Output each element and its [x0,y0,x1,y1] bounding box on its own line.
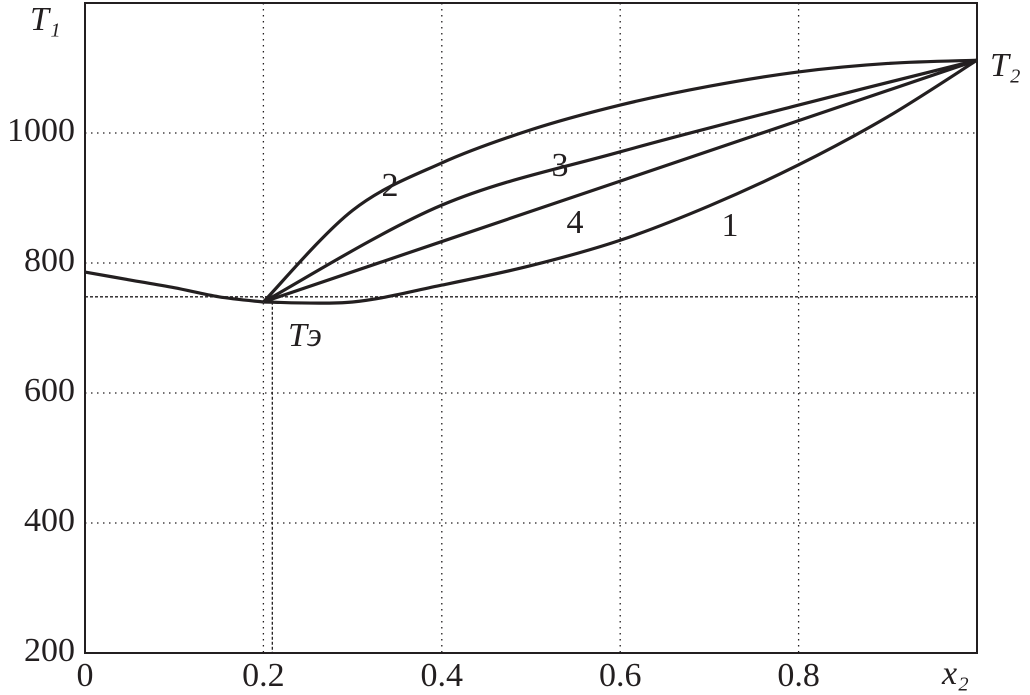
annotation: Tэ [288,317,322,354]
series-label: 2 [382,167,399,204]
line-series [263,58,978,305]
x-axis-label: x₂ [941,655,969,692]
plot-frame [84,2,978,654]
series-label: 1 [722,207,739,244]
y-tick-label: 400 [24,502,75,539]
line-series [262,58,978,304]
y-axis-label: T₁ [30,1,61,38]
x-tick-label: 0.4 [421,657,464,694]
x-tick-label: 0 [77,657,94,694]
x-tick-label: 0.2 [242,657,285,694]
x-tick-label: 0.6 [599,657,642,694]
line-series [262,58,978,304]
line-series [84,270,264,304]
series-label: 3 [552,147,569,184]
y-tick-label: 1000 [7,112,75,149]
line-series [262,58,978,304]
y-tick-label: 600 [24,372,75,409]
y-tick-label: 200 [24,632,75,669]
x-tick-label: 0.8 [777,657,820,694]
series-label: 4 [567,204,584,241]
annotation: T₂ [990,47,1021,84]
y-tick-label: 800 [24,242,75,279]
